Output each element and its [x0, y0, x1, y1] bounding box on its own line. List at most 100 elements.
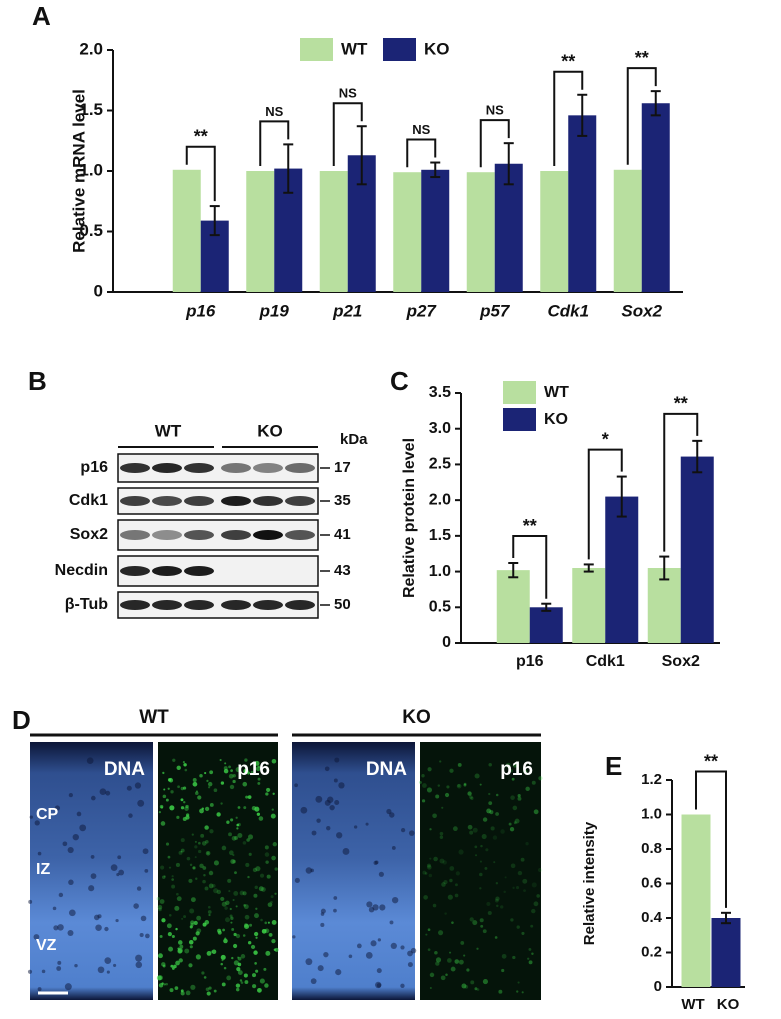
x-tick-label: Cdk1	[547, 301, 589, 320]
stained-cell	[228, 832, 232, 837]
dark-spot	[68, 792, 73, 798]
stained-cell	[523, 769, 528, 774]
stained-cell	[470, 796, 474, 801]
stained-cell	[160, 821, 166, 826]
stained-cell	[435, 794, 440, 799]
dark-spot	[407, 962, 413, 968]
stained-cell	[192, 866, 196, 870]
stained-cell	[512, 955, 516, 960]
dark-spot	[64, 983, 72, 991]
stained-cell	[522, 878, 528, 884]
stained-cell	[196, 915, 202, 921]
stained-cell	[439, 858, 445, 864]
stained-cell	[247, 941, 252, 945]
legend-label: KO	[544, 411, 568, 428]
group-label: KO	[257, 421, 283, 440]
legend-label: WT	[341, 39, 368, 58]
stained-cell	[194, 840, 197, 843]
stained-cell	[185, 804, 189, 809]
stained-cell	[194, 845, 198, 849]
stained-cell	[221, 901, 227, 907]
stained-cell	[517, 794, 521, 798]
dark-spot	[348, 954, 353, 959]
stained-cell	[236, 967, 241, 972]
legend-swatch	[503, 381, 536, 404]
stained-cell	[259, 978, 265, 984]
stained-cell	[162, 771, 165, 775]
stained-cell	[253, 931, 259, 937]
blot-band	[285, 530, 315, 540]
blot-band	[221, 496, 251, 506]
significance-bracket	[406, 138, 437, 168]
blot-band	[285, 463, 315, 473]
stained-cell	[207, 786, 211, 789]
panel-label: E	[605, 751, 622, 781]
stained-cell	[528, 947, 532, 951]
stained-cell	[264, 921, 268, 925]
stained-cell	[271, 938, 276, 944]
stained-cell	[439, 760, 442, 763]
size-label: 17	[334, 459, 351, 476]
stained-cell	[426, 787, 433, 793]
error-bar	[503, 142, 514, 186]
y-axis-label: Relative mRNA level	[69, 89, 88, 253]
stained-cell	[253, 893, 258, 898]
stained-cell	[232, 779, 236, 784]
stained-cell	[171, 878, 174, 881]
stained-cell	[435, 961, 440, 966]
dark-spot	[327, 796, 334, 803]
stained-cell	[189, 863, 193, 867]
dark-spot	[52, 906, 57, 911]
stained-cell	[189, 945, 193, 949]
stained-cell	[195, 877, 198, 880]
stained-cell	[188, 878, 193, 883]
stained-cell	[457, 762, 462, 767]
y-tick-label: 0.5	[429, 599, 451, 616]
stained-cell	[203, 873, 206, 877]
stained-cell	[509, 769, 513, 773]
stained-cell	[488, 792, 491, 796]
stained-cell	[213, 860, 219, 866]
dark-spot	[324, 766, 330, 772]
dark-spot	[379, 904, 386, 911]
stained-cell	[446, 785, 450, 789]
stained-cell	[161, 875, 166, 880]
stained-cell	[266, 874, 271, 879]
stained-cell	[228, 850, 234, 856]
legend-swatch	[383, 38, 416, 61]
stained-cell	[504, 876, 507, 879]
x-tick-label: Sox2	[621, 301, 662, 320]
stained-cell	[434, 950, 438, 955]
stained-cell	[271, 808, 274, 811]
stained-cell	[178, 958, 183, 963]
stained-cell	[206, 951, 212, 956]
channel-label: DNA	[366, 759, 407, 780]
dark-spot	[68, 909, 76, 917]
dark-spot	[356, 943, 362, 949]
stained-cell	[531, 952, 534, 955]
y-tick-label: 0.2	[641, 943, 662, 960]
stained-cell	[271, 920, 277, 925]
stained-cell	[193, 920, 198, 926]
stained-cell	[168, 914, 172, 917]
stained-cell	[425, 933, 428, 936]
stained-cell	[426, 863, 431, 868]
stained-cell	[476, 988, 480, 991]
dark-spot	[91, 795, 96, 801]
significance-bracket	[695, 770, 727, 908]
blot-band	[285, 496, 315, 506]
stained-cell	[177, 947, 183, 954]
stained-cell	[441, 882, 446, 887]
stained-cell	[170, 964, 174, 968]
stained-cell	[179, 944, 184, 949]
stained-cell	[508, 822, 512, 826]
stained-cell	[165, 798, 169, 802]
dark-spot	[316, 818, 321, 823]
stained-cell	[229, 914, 233, 918]
stained-cell	[444, 792, 450, 798]
bar	[605, 496, 639, 643]
stained-cell	[444, 912, 447, 915]
stained-cell	[463, 783, 467, 787]
row-label: p16	[80, 459, 108, 476]
